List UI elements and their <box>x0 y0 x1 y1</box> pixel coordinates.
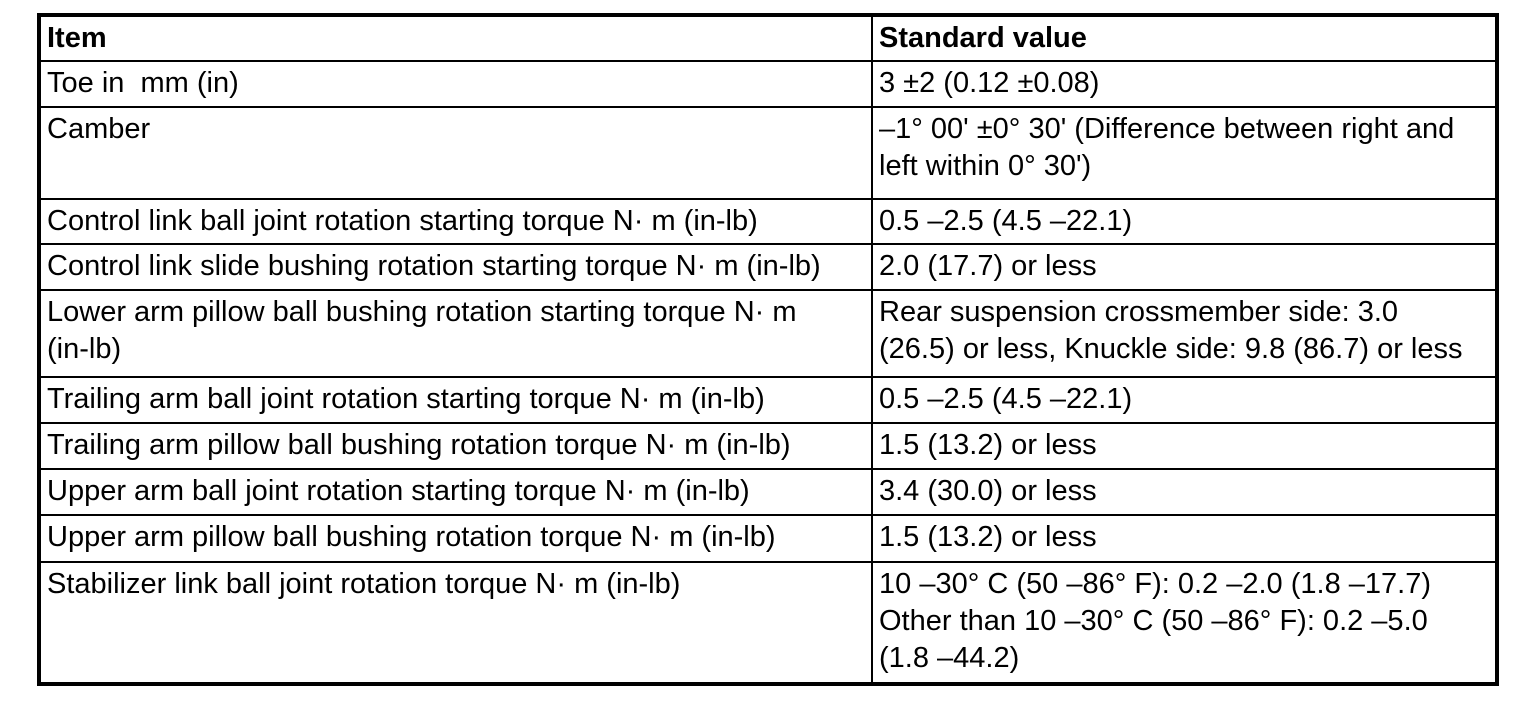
value-cell: 3.4 (30.0) or less <box>871 468 1498 516</box>
table-row: Lower arm pillow ball bushing rotation s… <box>38 289 1498 378</box>
item-cell: Stabilizer link ball joint rotation torq… <box>38 561 873 685</box>
value-column-header: Standard value <box>871 14 1498 62</box>
value-cell: 0.5 –2.5 (4.5 –22.1) <box>871 376 1498 424</box>
value-cell: –1° 00' ±0° 30' (Difference between righ… <box>871 106 1498 200</box>
table-row: Stabilizer link ball joint rotation torq… <box>38 561 1498 685</box>
table-row: Trailing arm pillow ball bushing rotatio… <box>38 422 1498 470</box>
item-cell: Upper arm pillow ball bushing rotation t… <box>38 514 873 563</box>
table-header-row: Item Standard value <box>38 14 1498 62</box>
item-cell: Control link ball joint rotation startin… <box>38 198 873 245</box>
table-row: Upper arm ball joint rotation starting t… <box>38 468 1498 516</box>
item-cell: Control link slide bushing rotation star… <box>38 243 873 291</box>
item-cell: Upper arm ball joint rotation starting t… <box>38 468 873 516</box>
table-row: Control link ball joint rotation startin… <box>38 198 1498 245</box>
item-cell: Toe in mm (in) <box>38 60 873 108</box>
value-cell: 1.5 (13.2) or less <box>871 514 1498 563</box>
table-row: Trailing arm ball joint rotation startin… <box>38 376 1498 424</box>
item-column-header: Item <box>38 14 873 62</box>
value-cell: Rear suspension crossmember side: 3.0 (2… <box>871 289 1498 378</box>
table-row: Upper arm pillow ball bushing rotation t… <box>38 514 1498 563</box>
item-cell: Camber <box>38 106 873 200</box>
value-cell: 1.5 (13.2) or less <box>871 422 1498 470</box>
value-cell: 10 –30° C (50 –86° F): 0.2 –2.0 (1.8 –17… <box>871 561 1498 685</box>
table-row: Toe in mm (in) 3 ±2 (0.12 ±0.08) <box>38 60 1498 108</box>
table-row: Camber –1° 00' ±0° 30' (Difference betwe… <box>38 106 1498 200</box>
value-cell: 2.0 (17.7) or less <box>871 243 1498 291</box>
spec-table: Item Standard value Toe in mm (in) 3 ±2 … <box>37 13 1499 686</box>
item-cell: Trailing arm ball joint rotation startin… <box>38 376 873 424</box>
item-cell: Lower arm pillow ball bushing rotation s… <box>38 289 873 378</box>
item-cell: Trailing arm pillow ball bushing rotatio… <box>38 422 873 470</box>
value-cell: 0.5 –2.5 (4.5 –22.1) <box>871 198 1498 245</box>
value-cell: 3 ±2 (0.12 ±0.08) <box>871 60 1498 108</box>
table-row: Control link slide bushing rotation star… <box>38 243 1498 291</box>
